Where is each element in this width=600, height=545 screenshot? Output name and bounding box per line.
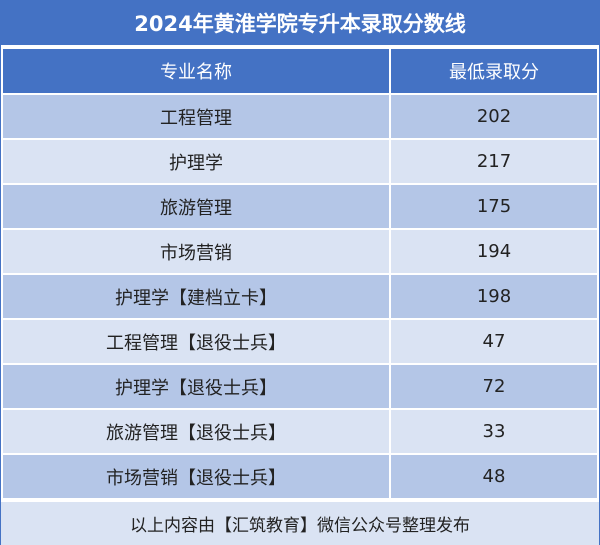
score-cell: 47 xyxy=(389,318,599,365)
table-row: 市场营销【退役士兵】 48 xyxy=(1,453,599,500)
table-row: 护理学 217 xyxy=(1,138,599,185)
major-cell: 旅游管理 xyxy=(1,183,391,230)
title: 2024年黄淮学院专升本录取分数线 xyxy=(1,1,599,47)
score-cell: 72 xyxy=(389,363,599,410)
table-row: 护理学【建档立卡】 198 xyxy=(1,273,599,320)
major-cell: 护理学 xyxy=(1,138,391,185)
major-cell: 旅游管理【退役士兵】 xyxy=(1,408,391,455)
column-header: 最低录取分 xyxy=(389,47,599,95)
major-cell: 护理学【建档立卡】 xyxy=(1,273,391,320)
table-row: 市场营销 194 xyxy=(1,228,599,275)
major-cell: 工程管理 xyxy=(1,93,391,140)
major-cell: 护理学【退役士兵】 xyxy=(1,363,391,410)
major-cell: 市场营销【退役士兵】 xyxy=(1,453,391,500)
score-cell: 33 xyxy=(389,408,599,455)
table-row: 旅游管理 175 xyxy=(1,183,599,230)
table-row: 工程管理 202 xyxy=(1,93,599,140)
table-row: 旅游管理【退役士兵】 33 xyxy=(1,408,599,455)
score-cell: 194 xyxy=(389,228,599,275)
header-row: 专业名称 最低录取分 xyxy=(1,47,599,95)
major-cell: 工程管理【退役士兵】 xyxy=(1,318,391,365)
score-cell: 202 xyxy=(389,93,599,140)
column-header: 专业名称 xyxy=(1,47,391,95)
score-table: 专业名称 最低录取分 工程管理 202 护理学 217 旅游管理 175 市场营销 194 护理… xyxy=(1,47,599,500)
score-cell: 198 xyxy=(389,273,599,320)
table-row: 护理学【退役士兵】 72 xyxy=(1,363,599,410)
score-cell: 48 xyxy=(389,453,599,500)
score-cell: 175 xyxy=(389,183,599,230)
score-cell: 217 xyxy=(389,138,599,185)
table-row: 工程管理【退役士兵】 47 xyxy=(1,318,599,365)
major-cell: 市场营销 xyxy=(1,228,391,275)
footer-note: 以上内容由【汇筑教育】微信公众号整理发布 xyxy=(1,500,599,545)
